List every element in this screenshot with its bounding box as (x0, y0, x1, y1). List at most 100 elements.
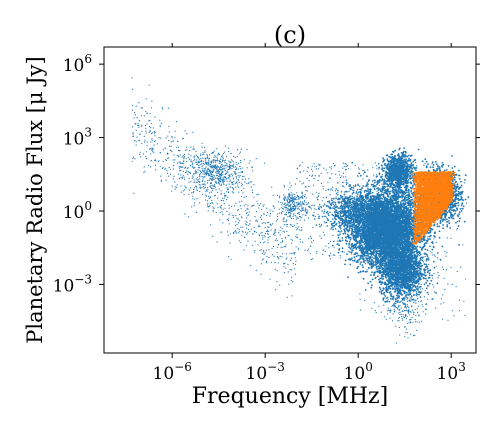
scatter-point (168, 166, 170, 169)
scatter-point (322, 253, 324, 255)
scatter-point (283, 231, 285, 233)
scatter-point (310, 235, 312, 237)
scatter-point (269, 209, 271, 211)
scatter-point (277, 244, 279, 246)
scatter-point (408, 163, 410, 166)
scatter-point (172, 168, 174, 170)
scatter-point (279, 234, 281, 236)
scatter-point (208, 172, 210, 175)
scatter-point (331, 166, 333, 168)
scatter-point (305, 186, 307, 188)
scatter-point (221, 211, 223, 213)
scatter-point (264, 227, 266, 229)
scatter-point (308, 180, 310, 182)
scatter-point (162, 149, 164, 151)
scatter-point (292, 200, 294, 202)
scatter-point (334, 164, 336, 166)
scatter-point (432, 254, 434, 256)
scatter-point (204, 150, 206, 152)
scatter-point (272, 194, 274, 196)
scatter-point (244, 231, 247, 233)
scatter-point (211, 184, 213, 186)
scatter-point (376, 181, 379, 184)
scatter-point (216, 165, 218, 167)
scatter-point (145, 130, 147, 132)
scatter-point (296, 216, 298, 218)
scatter-point (294, 183, 296, 185)
scatter-point (145, 132, 147, 134)
scatter-point (143, 135, 145, 137)
scatter-point (220, 190, 222, 192)
scatter-point (241, 217, 243, 219)
scatter-point (318, 164, 320, 166)
scatter-point (219, 168, 221, 170)
scatter-point (298, 203, 300, 205)
scatter-point (181, 176, 183, 178)
scatter-point (293, 207, 295, 210)
scatter-point (288, 210, 290, 212)
scatter-point (200, 184, 202, 186)
scatter-point (144, 170, 146, 172)
scatter-point (140, 107, 142, 109)
scatter-point (204, 162, 207, 164)
scatter-point (220, 193, 222, 195)
scatter-point (189, 150, 191, 152)
scatter-point (214, 159, 217, 161)
scatter-point (304, 249, 306, 251)
scatter-point (319, 235, 321, 237)
scatter-point (262, 242, 264, 244)
scatter-point (200, 154, 202, 157)
scatter-point (136, 136, 138, 138)
scatter-point (207, 167, 209, 169)
scatter-point (312, 193, 314, 195)
scatter-point (318, 192, 320, 195)
scatter-point (182, 170, 184, 172)
scatter-point (231, 191, 233, 193)
scatter-point (280, 242, 282, 244)
scatter-point (334, 254, 336, 256)
scatter-point (431, 163, 433, 165)
scatter-point (215, 171, 217, 173)
scatter-point (297, 247, 299, 249)
scatter-point (237, 168, 239, 170)
scatter-point (313, 211, 315, 213)
scatter-point (274, 239, 277, 241)
scatter-point (216, 158, 219, 160)
scatter-point (274, 289, 276, 291)
scatter-point (238, 176, 240, 178)
scatter-point (359, 270, 362, 273)
scatter-point (352, 259, 354, 262)
scatter-point (176, 162, 178, 164)
scatter-point (348, 168, 350, 170)
scatter-point (211, 190, 213, 192)
scatter-point (211, 199, 213, 201)
scatter-point (221, 165, 224, 167)
scatter-point (207, 202, 209, 204)
scatter-point (296, 168, 299, 170)
scatter-point (294, 268, 296, 270)
scatter-point (220, 166, 222, 169)
scatter-point (235, 232, 238, 234)
scatter-point (346, 165, 349, 167)
scatter-point (184, 185, 186, 187)
scatter-point (193, 179, 195, 181)
scatter-point (305, 211, 307, 213)
scatter-point (285, 246, 287, 248)
scatter-point (200, 186, 202, 188)
scatter-point (199, 160, 201, 162)
scatter-point (315, 209, 317, 211)
scatter-point (239, 168, 241, 170)
scatter-point (228, 174, 230, 176)
scatter-point (278, 258, 280, 260)
scatter-point (203, 171, 205, 173)
scatter-point (223, 168, 225, 170)
scatter-point (146, 141, 148, 143)
scatter-point (193, 167, 195, 169)
scatter-point (231, 182, 234, 184)
scatter-point (185, 170, 187, 172)
scatter-point (363, 173, 365, 175)
scatter-point (234, 156, 236, 158)
scatter-point (234, 171, 236, 173)
scatter-point (281, 241, 284, 243)
scatter-point (193, 156, 195, 158)
